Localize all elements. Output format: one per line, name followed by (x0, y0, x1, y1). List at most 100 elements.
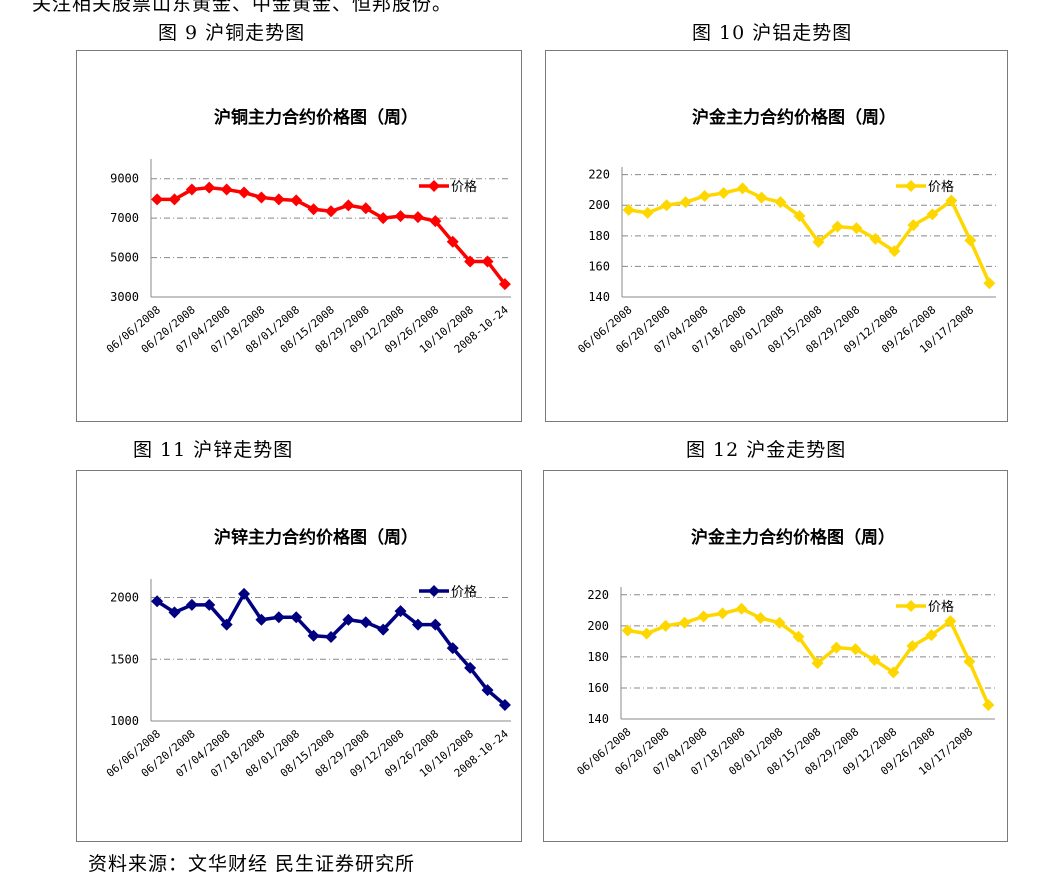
data-point-marker (151, 193, 164, 206)
y-tick-label: 200 (587, 619, 609, 633)
gold-price-chart-a: 沪金主力合约价格图（周）14016018020022006/06/200806/… (575, 107, 996, 356)
data-point-marker (925, 629, 938, 642)
data-point-marker (887, 666, 900, 679)
y-tick-label: 5000 (110, 251, 139, 265)
data-point-marker (394, 605, 407, 618)
data-point-marker (238, 587, 251, 600)
y-tick-label: 160 (588, 259, 610, 273)
source-note: 资料来源：文华财经 民生证券研究所 (88, 853, 416, 875)
copper-chart-panel: 沪铜主力合约价格图（周） 3000 5000 7000 9000 06/06/2008 06… (76, 50, 522, 422)
data-point-marker (325, 205, 337, 218)
data-point-marker (168, 193, 181, 206)
data-point-marker (736, 182, 749, 195)
legend-marker (428, 180, 440, 192)
data-point-marker (498, 698, 511, 711)
data-point-marker (907, 219, 920, 232)
data-point-marker (831, 220, 844, 233)
data-point-marker (272, 611, 285, 624)
y-tick-label: 200 (588, 198, 610, 212)
legend-marker (905, 600, 917, 612)
data-point-marker (868, 653, 881, 666)
data-point-marker (793, 209, 806, 222)
y-tick-label: 7000 (110, 211, 139, 225)
y-tick-label: 180 (587, 650, 609, 664)
data-point-marker (679, 196, 692, 209)
data-point-marker (464, 661, 477, 674)
data-point-marker (849, 643, 862, 656)
data-point-marker (754, 612, 767, 625)
data-point-marker (830, 641, 843, 654)
data-point-marker (377, 212, 390, 225)
data-point-marker (698, 190, 711, 203)
data-point-marker (290, 611, 303, 624)
y-tick-label: 1500 (110, 652, 139, 666)
data-point-marker (944, 615, 957, 628)
data-point-marker (411, 618, 424, 631)
data-point-marker (659, 619, 672, 632)
data-point-marker (481, 255, 494, 268)
legend-marker (428, 585, 440, 597)
data-point-marker (220, 618, 233, 631)
legend-label: 价格 (451, 584, 477, 600)
legend-label: 价格 (451, 179, 477, 195)
figure-10-caption: 图 10 沪铝走势图 (692, 22, 853, 44)
data-point-marker (945, 194, 958, 207)
data-point-marker (869, 232, 882, 245)
chart-title: 沪金主力合约价格图（周） (691, 527, 895, 548)
data-point-marker (983, 277, 996, 290)
y-tick-label: 140 (587, 712, 609, 726)
data-point-marker (850, 222, 863, 235)
data-point-marker (220, 183, 233, 196)
data-point-marker (342, 613, 355, 626)
data-point-marker (307, 203, 320, 216)
data-point-marker (255, 613, 268, 626)
zinc-chart-panel: 沪锌主力合约价格图（周） 1000 1500 2000 06/06/2008 06/20/… (76, 470, 522, 842)
y-tick-label: 220 (587, 588, 609, 602)
figure-11-caption: 图 11 沪锌走势图 (133, 439, 294, 461)
y-tick-label: 2000 (110, 591, 139, 605)
copper-price-chart: 沪铜主力合约价格图（周）300050007000900006/06/200806… (104, 107, 511, 356)
figure-12-caption: 图 12 沪金走势图 (686, 439, 847, 461)
data-point-marker (185, 598, 198, 611)
y-tick-label: 3000 (110, 290, 139, 304)
y-tick-label: 180 (588, 229, 610, 243)
y-tick-label: 140 (588, 290, 610, 304)
data-point-marker (697, 610, 710, 623)
data-point-marker (964, 234, 977, 247)
data-point-marker (255, 191, 268, 204)
data-point-marker (238, 186, 251, 199)
y-tick-label: 9000 (110, 172, 139, 186)
chart-title: 沪铜主力合约价格图（周） (214, 107, 418, 128)
data-point-marker (888, 245, 901, 258)
data-point-marker (678, 616, 691, 629)
data-point-marker (446, 235, 459, 248)
data-point-marker (717, 187, 730, 199)
data-point-marker (325, 631, 337, 644)
data-point-marker (429, 618, 442, 631)
data-point-marker (377, 623, 390, 636)
data-point-marker (773, 616, 786, 629)
gold-chart-panel-b: 沪金主力合约价格图（周） 140 160 180 200 220 06/06/2008 06/… (543, 470, 1008, 842)
data-point-marker (272, 193, 285, 206)
data-point-marker (498, 278, 511, 291)
data-point-marker (359, 202, 372, 215)
gold-price-chart-b: 沪金主力合约价格图（周）14016018020022006/06/200806/… (574, 527, 995, 778)
chart-title: 沪锌主力合约价格图（周） (214, 527, 418, 548)
data-point-marker (812, 235, 825, 248)
y-tick-label: 1000 (110, 714, 139, 728)
y-tick-label: 160 (587, 681, 609, 695)
gold-chart-panel-a: 沪金主力合约价格图（周） 140 160 180 200 220 06/06/2008 06/… (545, 50, 1008, 422)
data-point-marker (307, 629, 320, 642)
data-point-marker (716, 607, 729, 620)
data-point-marker (394, 210, 407, 223)
data-point-marker (641, 206, 654, 219)
data-point-marker (446, 642, 459, 655)
zinc-price-chart: 沪锌主力合约价格图（周）10001500200006/06/200806/20/… (104, 527, 511, 780)
data-point-marker (660, 199, 673, 212)
data-point-marker (755, 191, 768, 204)
chart-title: 沪金主力合约价格图（周） (692, 107, 896, 128)
data-point-marker (359, 616, 372, 629)
data-point-marker (464, 255, 477, 268)
data-point-marker (342, 199, 355, 212)
data-point-marker (792, 630, 805, 643)
